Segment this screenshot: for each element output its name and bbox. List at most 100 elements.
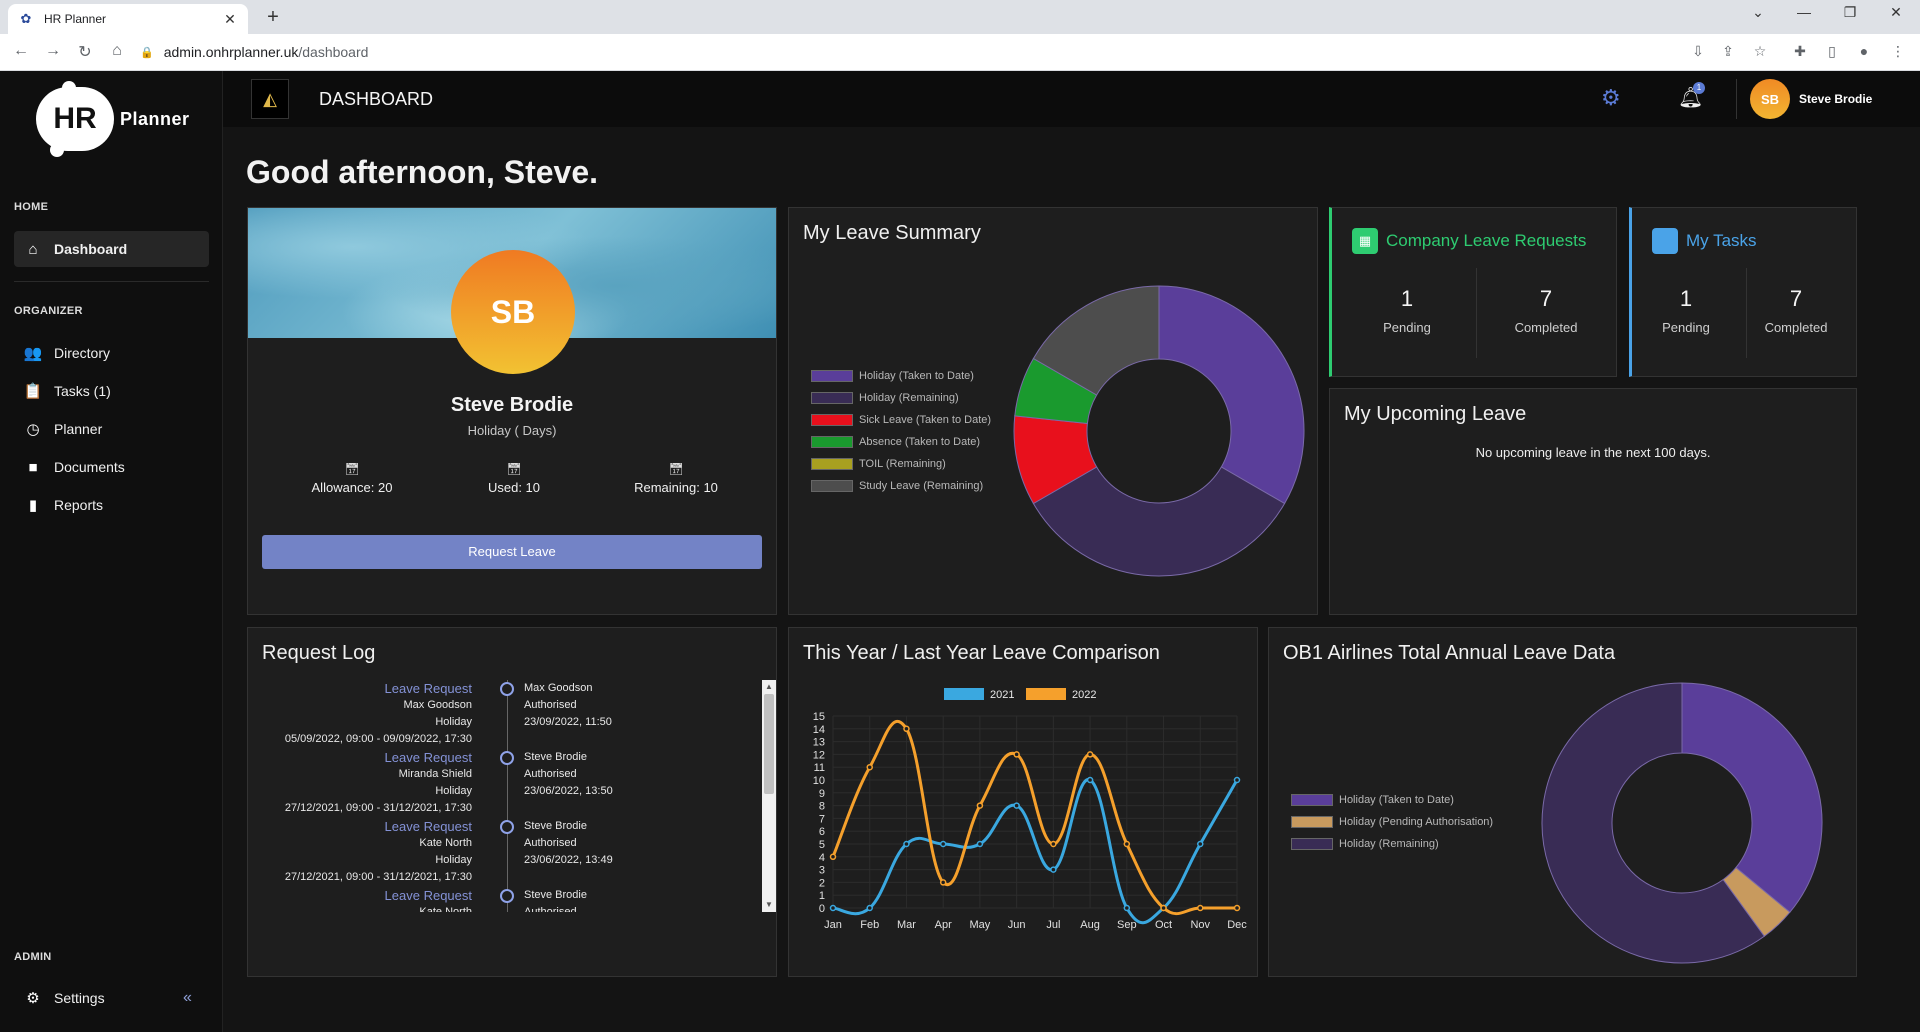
share-icon[interactable]: ⇪ bbox=[1722, 43, 1734, 59]
install-app-icon[interactable]: ⇩ bbox=[1692, 43, 1704, 59]
reload-icon[interactable]: ↻ bbox=[78, 44, 92, 61]
lock-icon[interactable]: 🔒 bbox=[140, 46, 154, 59]
hr-planner-logo[interactable]: HR Planner bbox=[36, 81, 190, 157]
forward-arrow-icon[interactable]: → bbox=[45, 42, 61, 59]
sidebar-item-label: Planner bbox=[54, 421, 103, 437]
scroll-thumb[interactable] bbox=[764, 694, 774, 794]
x-tick-label: Aug bbox=[1080, 919, 1100, 931]
scroll-down-arrow-icon[interactable]: ▼ bbox=[765, 900, 773, 909]
log-entry-person: Kate North bbox=[419, 837, 472, 849]
donut-slice[interactable] bbox=[1681, 682, 1823, 913]
close-window-icon[interactable]: ✕ bbox=[1890, 4, 1902, 20]
bookmark-star-icon[interactable]: ☆ bbox=[1753, 43, 1767, 59]
sidebar-item-label: Dashboard bbox=[54, 241, 128, 257]
back-arrow-icon[interactable]: ← bbox=[13, 42, 29, 59]
x-tick-label: Mar bbox=[897, 919, 916, 931]
request-log-list[interactable]: Leave Request Max Goodson Holiday 05/09/202… bbox=[262, 680, 762, 912]
avatar[interactable]: SB bbox=[1750, 79, 1790, 119]
my-tasks-label: My Tasks bbox=[1686, 231, 1757, 250]
sidebar-item-reports[interactable]: ▮ Reports bbox=[14, 487, 209, 523]
url-field[interactable]: 🔒 admin.onhrplanner.uk/dashboard bbox=[140, 38, 1650, 66]
company-logo[interactable]: ◭ bbox=[251, 79, 289, 119]
legend-entry[interactable]: TOIL (Remaining) bbox=[811, 453, 991, 475]
donut-slice[interactable] bbox=[1541, 682, 1765, 964]
timeline-dot-icon bbox=[500, 751, 514, 765]
profile-name: Steve Brodie bbox=[450, 394, 574, 416]
data-point bbox=[866, 763, 873, 771]
restore-icon[interactable]: ❐ bbox=[1843, 4, 1857, 20]
legend-label: 2022 bbox=[1072, 689, 1096, 701]
sidebar-item-settings[interactable]: ⚙ Settings bbox=[14, 980, 209, 1016]
legend-entry[interactable]: Holiday (Taken to Date) bbox=[811, 365, 991, 387]
home-icon[interactable]: ⌂ bbox=[112, 42, 122, 59]
legend-swatch bbox=[811, 414, 853, 426]
sidebar-item-directory[interactable]: 👥 Directory bbox=[14, 335, 209, 371]
collapse-sidebar-icon[interactable]: « bbox=[183, 989, 192, 1006]
tasks-completed-count: 7 bbox=[1789, 286, 1803, 311]
new-tab-icon[interactable]: + bbox=[267, 6, 279, 28]
company-completed-stat[interactable]: 7 Completed bbox=[1486, 286, 1606, 335]
profile-avatar: SB bbox=[451, 250, 575, 374]
request-leave-button[interactable]: Request Leave bbox=[262, 535, 762, 569]
profile-icon[interactable]: ● bbox=[1859, 43, 1869, 59]
request-log-scrollbar[interactable]: ▲ ▼ bbox=[762, 680, 776, 912]
section-title-admin: ADMIN bbox=[14, 951, 52, 963]
log-entry-link[interactable]: Leave Request bbox=[384, 750, 472, 765]
legend-entry[interactable]: Holiday (Taken to Date) bbox=[1291, 789, 1493, 811]
legend-swatch bbox=[1291, 838, 1333, 850]
log-entry-link[interactable]: Leave Request bbox=[384, 819, 472, 834]
company-pending-stat[interactable]: 1 Pending bbox=[1347, 286, 1467, 335]
section-title-home: HOME bbox=[14, 201, 49, 213]
log-entry-link[interactable]: Leave Request bbox=[384, 888, 472, 903]
data-point bbox=[1233, 776, 1241, 784]
browser-tab[interactable]: ✿ HR Planner ✕ bbox=[8, 4, 248, 34]
legend-label: Holiday (Taken to Date) bbox=[1339, 794, 1454, 806]
tasks-completed-stat[interactable]: 7 Completed bbox=[1736, 286, 1856, 335]
notification-badge: 1 bbox=[1693, 82, 1705, 94]
user-name[interactable]: Steve Brodie bbox=[1799, 92, 1873, 106]
my-tasks-card[interactable]: My Tasks 1 Pending 7 Completed bbox=[1629, 207, 1857, 377]
donut-slice[interactable] bbox=[1032, 285, 1160, 396]
y-tick-label: 9 bbox=[819, 788, 825, 800]
data-point bbox=[976, 840, 984, 848]
data-point bbox=[1013, 751, 1020, 758]
legend-swatch bbox=[1026, 688, 1066, 700]
legend-swatch bbox=[811, 458, 853, 470]
legend-entry[interactable]: Absence (Taken to Date) bbox=[811, 431, 991, 453]
minimize-icon[interactable]: — bbox=[1797, 4, 1811, 20]
tab-search-chevron-icon[interactable]: ⌄ bbox=[1752, 4, 1764, 20]
sidebar-item-dashboard[interactable]: ⌂ Dashboard bbox=[14, 231, 209, 267]
sidebar-item-documents[interactable]: ■ Documents bbox=[14, 449, 209, 485]
browser-menu-icon[interactable]: ⋮ bbox=[1891, 43, 1905, 59]
side-panel-icon[interactable]: ▯ bbox=[1828, 43, 1836, 59]
extensions-puzzle-icon[interactable]: ✚ bbox=[1794, 43, 1806, 59]
sidebar-item-planner[interactable]: ◷ Planner bbox=[14, 411, 209, 447]
tasks-pending-stat[interactable]: 1 Pending bbox=[1626, 286, 1746, 335]
logo-hr-text: HR bbox=[53, 102, 97, 135]
section-title-organizer: ORGANIZER bbox=[14, 305, 83, 317]
log-entry-timestamp: 23/06/2022, 13:49 bbox=[524, 854, 613, 866]
legend-swatch bbox=[811, 480, 853, 492]
log-entry-status: Authorised bbox=[524, 837, 577, 849]
donut-slice[interactable] bbox=[1158, 285, 1305, 505]
legend-entry[interactable]: Sick Leave (Taken to Date) bbox=[811, 409, 991, 431]
legend-entry[interactable]: Study Leave (Remaining) bbox=[811, 475, 991, 497]
settings-gear-icon[interactable]: ⚙ bbox=[1601, 85, 1621, 110]
legend-entry[interactable]: Holiday (Remaining) bbox=[1291, 833, 1493, 855]
legend-entry[interactable]: Holiday (Pending Authorisation) bbox=[1291, 811, 1493, 833]
leave-comparison-card: This Year / Last Year Leave Comparison 0… bbox=[788, 627, 1258, 977]
log-entry-link[interactable]: Leave Request bbox=[384, 681, 472, 696]
sidebar-item-tasks[interactable]: 📋 Tasks (1) bbox=[14, 373, 209, 409]
legend-swatch bbox=[1291, 794, 1333, 806]
close-tab-icon[interactable]: ✕ bbox=[224, 10, 236, 27]
company-leave-requests-card[interactable]: ▦ Company Leave Requests 1 Pending 7 Com… bbox=[1329, 207, 1617, 377]
leave-comparison-title: This Year / Last Year Leave Comparison bbox=[803, 642, 1160, 664]
donut-slice[interactable] bbox=[1032, 466, 1286, 577]
scroll-up-arrow-icon[interactable]: ▲ bbox=[765, 682, 773, 691]
header-divider bbox=[1736, 79, 1737, 119]
house-icon: ⌂ bbox=[28, 240, 38, 258]
y-tick-label: 6 bbox=[819, 826, 825, 838]
data-point bbox=[1233, 904, 1241, 912]
legend-entry[interactable]: Holiday (Remaining) bbox=[811, 387, 991, 409]
company-leave-data-title: OB1 Airlines Total Annual Leave Data bbox=[1283, 642, 1616, 664]
